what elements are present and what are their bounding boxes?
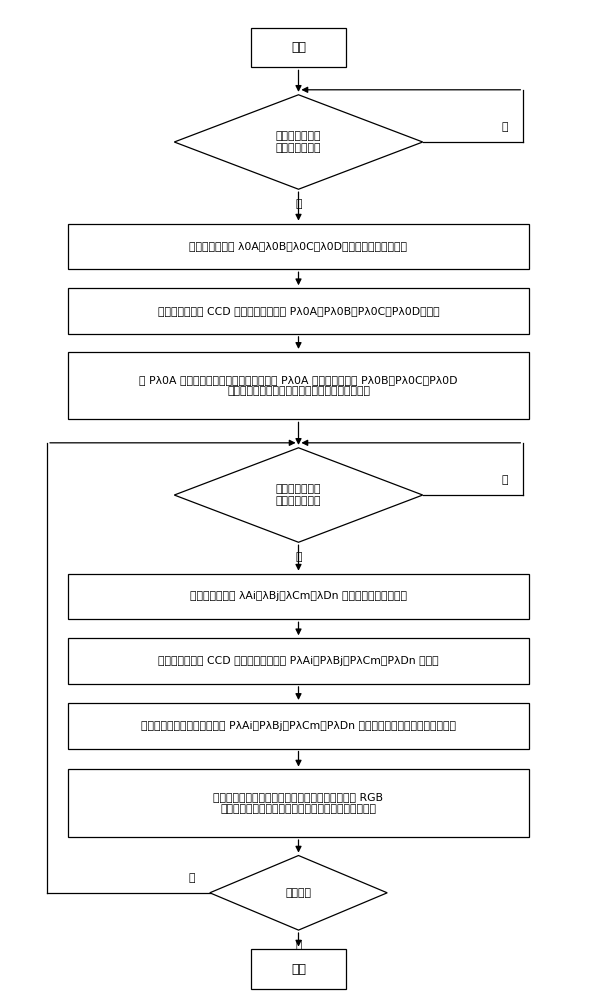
- Text: 是否有不同波长
图像配准命令？: 是否有不同波长 图像配准命令？: [276, 484, 321, 506]
- Text: 向滤光组件发送 λAi，λBj，λCm，λDn 进入各自成像通道指令: 向滤光组件发送 λAi，λBj，λCm，λDn 进入各自成像通道指令: [190, 591, 407, 601]
- Text: 否: 否: [502, 122, 509, 132]
- Text: 否: 否: [502, 475, 509, 485]
- Text: 否: 否: [189, 873, 195, 883]
- FancyBboxPatch shape: [68, 703, 529, 749]
- Text: 结束: 结束: [291, 963, 306, 976]
- FancyBboxPatch shape: [68, 352, 529, 419]
- FancyBboxPatch shape: [68, 769, 529, 837]
- Text: 令 Pλ0A 的中心为该图像配准中心坐标，以 Pλ0A 为基准并分别对 Pλ0B，Pλ0C，Pλ0D
进行配准得到三幅图像各自的配准中心坐标并缓存: 令 Pλ0A 的中心为该图像配准中心坐标，以 Pλ0A 为基准并分别对 Pλ0B…: [139, 375, 458, 396]
- FancyBboxPatch shape: [68, 638, 529, 684]
- FancyBboxPatch shape: [251, 28, 346, 67]
- Polygon shape: [174, 95, 423, 189]
- Text: 以配准中心坐标为图像中心对 PλAi，PλBj，PλCm，PλDn 进行平移处理，获得四幅配准图像: 以配准中心坐标为图像中心对 PλAi，PλBj，PλCm，PλDn 进行平移处理…: [141, 721, 456, 731]
- Polygon shape: [210, 856, 387, 930]
- Text: 开始: 开始: [291, 41, 306, 54]
- Polygon shape: [174, 448, 423, 542]
- Text: 是: 是: [296, 199, 301, 209]
- Text: 按照四选三的方式，对四幅配准图像中的三幅进行 RGB
伪彩色融合，共获得四幅伪彩色融合图并传输到地面站: 按照四选三的方式，对四幅配准图像中的三幅进行 RGB 伪彩色融合，共获得四幅伪彩…: [214, 793, 383, 814]
- Text: 向滤光组件发送 λ0A，λ0B，λ0C，λ0D进入各自成像通道指令: 向滤光组件发送 λ0A，λ0B，λ0C，λ0D进入各自成像通道指令: [189, 241, 408, 251]
- Text: 同步采集各通道 CCD 输出的一帧图像即 Pλ0A，Pλ0B，Pλ0C，Pλ0D并缓存: 同步采集各通道 CCD 输出的一帧图像即 Pλ0A，Pλ0B，Pλ0C，Pλ0D…: [158, 306, 439, 316]
- FancyBboxPatch shape: [251, 949, 346, 989]
- Text: 是否有相同波段
图像配准命令？: 是否有相同波段 图像配准命令？: [276, 131, 321, 153]
- FancyBboxPatch shape: [68, 224, 529, 269]
- Text: 同步采集各通道 CCD 输出的一帧图像即 PλAi，PλBj，PλCm，PλDn 并缓存: 同步采集各通道 CCD 输出的一帧图像即 PλAi，PλBj，PλCm，PλDn…: [158, 656, 439, 666]
- Text: 结束否？: 结束否？: [285, 888, 312, 898]
- Text: 是: 是: [296, 552, 301, 562]
- Text: 是: 是: [296, 940, 301, 950]
- FancyBboxPatch shape: [68, 574, 529, 619]
- FancyBboxPatch shape: [68, 288, 529, 334]
